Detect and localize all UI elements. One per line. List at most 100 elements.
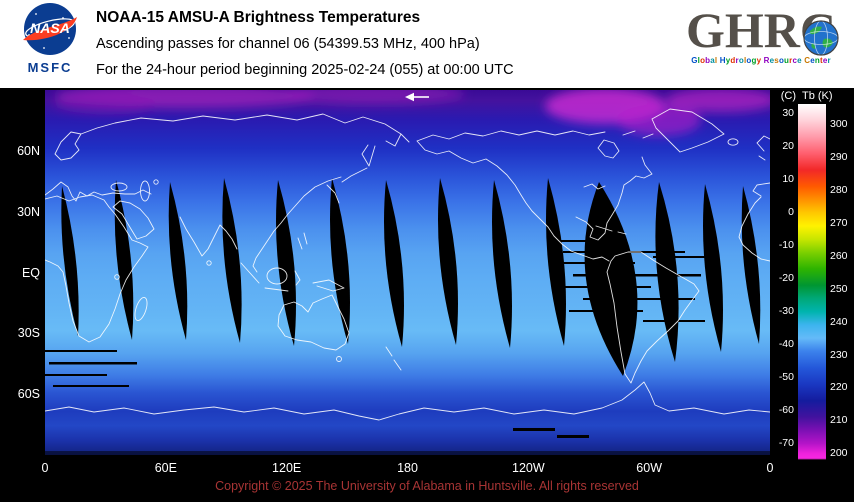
ghrc-acronym: GHRC	[686, 2, 839, 58]
ghrc-subtitle-letter: o	[746, 56, 752, 65]
scan-streak	[45, 374, 107, 376]
colorbar-c-tick: 10	[782, 173, 794, 186]
colorbar-k-tick: 300	[830, 117, 848, 130]
ghrc-subtitle-letter: o	[738, 56, 744, 65]
orbit-gap	[276, 180, 296, 346]
page-title: NOAA-15 AMSU-A Brightness Temperatures	[96, 9, 421, 26]
subtitle-period: For the 24-hour period beginning 2025-02…	[96, 62, 514, 78]
coastlines-overlay	[44, 108, 771, 421]
colorbar-k-tick: 230	[830, 348, 848, 361]
colorbar-c-labels: 30 20 10 0 -10 -20 -30 -40 -50 -60 -70	[772, 104, 794, 460]
colorbar-c-tick: -30	[778, 305, 794, 318]
colorbar-gradient	[798, 104, 826, 460]
colorbar-c-tick: -60	[778, 404, 794, 417]
orbit-gap	[222, 178, 242, 343]
x-axis-tick: 120W	[512, 461, 545, 475]
figure-area: (C) Tb (K) 30 20 10 0 -10 -20 -30 -40 -50 -60 -70 …	[0, 84, 854, 502]
ghrc-subtitle-letter: r	[789, 56, 793, 65]
colorbar-c-tick: 30	[782, 107, 794, 120]
ghrc-subtitle-letter: b	[705, 56, 711, 65]
polar-cold-patch	[617, 104, 701, 136]
brightness-temperature-map	[44, 84, 776, 455]
ghrc-subtitle-letter: n	[814, 56, 820, 65]
x-axis-tick: 120E	[272, 461, 302, 475]
scan-streak	[49, 362, 137, 365]
colorbar-k-header: Tb (K)	[802, 90, 833, 102]
colorbar-k-labels: 300 290 280 270 260 250 240 230 220 210 200	[830, 104, 854, 460]
ghrc-subtitle-letter: r	[827, 56, 831, 65]
y-axis-tick: EQ	[21, 265, 40, 280]
orbit-gap	[438, 178, 458, 345]
polar-cold-patch	[55, 94, 155, 114]
msfc-label: MSFC	[27, 60, 73, 75]
ghrc-subtitle-letter: G	[691, 56, 698, 65]
colorbar-c-tick: -70	[778, 437, 794, 450]
ghrc-subtitle-letter: a	[710, 56, 715, 65]
ghrc-subtitle-letter: e	[797, 56, 802, 65]
scan-streak	[550, 240, 612, 242]
title-block: NOAA-15 AMSU-A Brightness Temperatures A…	[96, 5, 514, 83]
ghrc-globe-icon	[802, 12, 840, 68]
polar-cold-patch	[666, 88, 776, 112]
ghrc-subtitle-letter: e	[810, 56, 815, 65]
colorbar-c-tick: -20	[778, 272, 794, 285]
x-axis-tick: 180	[397, 461, 418, 475]
ghrc-subtitle-letter: t	[819, 56, 823, 65]
colorbar-k-tick: 220	[830, 381, 848, 394]
colorbar-k-tick: 280	[830, 183, 848, 196]
ghrc-subtitle-letter: d	[730, 56, 736, 65]
colorbar-k-tick: 250	[830, 282, 848, 295]
orbit-gap	[384, 180, 404, 347]
ghrc-subtitle-letter: o	[700, 56, 706, 65]
scan-direction-arrow-icon	[405, 92, 429, 102]
colorbar-k-tick: 210	[830, 414, 848, 427]
colorbar-c-header: (C)	[780, 90, 796, 102]
colorbar-c-tick: -40	[778, 338, 794, 351]
ghrc-subtitle-letter: o	[778, 56, 785, 65]
ghrc-subtitle-letter: e	[822, 56, 828, 65]
scan-streak	[583, 298, 695, 300]
ghrc-subtitle-letter: e	[769, 56, 775, 65]
ghrc-subtitle-letter: u	[784, 56, 790, 65]
colorbar-k-tick: 290	[830, 150, 848, 163]
ghrc-subtitle-letter: l	[714, 56, 718, 65]
y-axis-tick: 30S	[17, 326, 40, 341]
y-axis-tick: 30N	[17, 204, 40, 219]
ghrc-subtitle-letter: y	[725, 56, 731, 65]
ghrc-subtitle-letter: l	[743, 56, 747, 65]
temperature-field-background	[45, 90, 770, 455]
map-container	[44, 84, 776, 455]
orbit-gap	[584, 182, 638, 376]
scan-streak	[653, 256, 705, 258]
ghrc-subtitle-letter: l	[697, 56, 701, 65]
ghrc-subtitle-letter: C	[804, 56, 811, 65]
scan-streak	[557, 435, 589, 438]
scan-streak	[513, 428, 555, 431]
x-axis-tick: 0	[766, 461, 774, 475]
orbit-gap	[703, 184, 723, 352]
x-axis-tick: 0	[41, 461, 49, 475]
ghrc-logo: GHRC Global Hydrology Resource Center	[672, 2, 850, 65]
ghrc-subtitle-letter: r	[735, 56, 739, 65]
missing-scanline-streaks	[45, 240, 770, 455]
scan-streak	[53, 385, 129, 387]
colorbar-c-tick: -10	[778, 239, 794, 252]
header: NASA MSFC NOAA-15 AMSU-A Brightness Temp…	[0, 0, 854, 88]
colorbar-k-tick: 260	[830, 249, 848, 262]
x-axis-tick: 60E	[154, 461, 177, 475]
scan-streak	[573, 274, 701, 277]
ghrc-subtitle-letter: c	[792, 56, 798, 65]
colorbar-k-tick: 270	[830, 216, 848, 229]
orbit-gap	[330, 178, 350, 344]
y-axis-tick: 60N	[17, 143, 40, 158]
orbit-gap	[741, 186, 761, 344]
ghrc-subtitle-letter: R	[763, 56, 770, 65]
copyright-text: Copyright © 2025 The University of Alaba…	[215, 479, 639, 493]
orbit-gap	[492, 180, 512, 348]
colorbar-c-tick: 0	[788, 206, 794, 219]
ghrc-subtitle-letter: y	[756, 56, 762, 65]
scan-streak	[551, 262, 635, 264]
nasa-insignia-icon: NASA	[23, 3, 77, 55]
orbit-gap	[655, 182, 679, 362]
subtitle-channel: Ascending passes for channel 06 (54399.5…	[96, 36, 480, 52]
